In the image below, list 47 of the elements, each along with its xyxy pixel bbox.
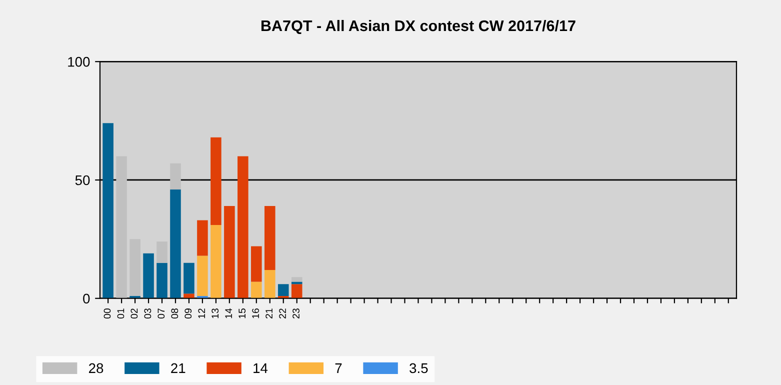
bar xyxy=(116,156,127,298)
bar xyxy=(184,294,194,298)
bar xyxy=(251,282,262,298)
bar xyxy=(264,270,276,298)
bar xyxy=(197,256,208,296)
x-tick-label: 14 xyxy=(225,308,232,318)
x-tick-label: 12 xyxy=(198,308,205,318)
legend-label: 14 xyxy=(254,363,268,373)
legend-label: 28 xyxy=(88,363,104,374)
bar xyxy=(251,246,262,282)
x-tick-label: 16 xyxy=(252,308,260,318)
x-tick-label: 22 xyxy=(279,308,286,318)
bar xyxy=(210,137,222,225)
bar xyxy=(156,242,168,263)
x-tick-label: 09 xyxy=(184,308,192,319)
legend-label: 21 xyxy=(171,363,186,373)
bar xyxy=(170,163,181,190)
bar xyxy=(278,284,289,296)
x-tick-label: 03 xyxy=(144,308,152,319)
bar xyxy=(238,156,248,298)
x-tick-label: 23 xyxy=(292,308,300,318)
legend-label: 7 xyxy=(335,363,342,373)
bar xyxy=(224,206,235,298)
bar xyxy=(170,189,181,298)
x-tick-label: 15 xyxy=(238,308,246,318)
bar xyxy=(130,239,140,296)
x-tick-label: 01 xyxy=(117,308,124,319)
legend-label: 3.5 xyxy=(410,363,428,374)
x-tick-label: 07 xyxy=(158,308,165,319)
bar xyxy=(184,262,194,294)
x-tick-label: 08 xyxy=(171,308,178,319)
bar xyxy=(143,253,154,298)
x-tick-label: 13 xyxy=(212,308,219,318)
chart-title: BA7QT - All Asian DX contest CW 2017/6/17 xyxy=(261,20,576,34)
x-tick-label: 00 xyxy=(104,308,111,319)
bar xyxy=(156,262,168,298)
bar xyxy=(264,206,276,270)
bar xyxy=(102,123,114,298)
bar xyxy=(291,284,302,298)
x-tick-label: 02 xyxy=(130,308,138,319)
bar xyxy=(197,220,208,256)
y-tick-label: 0 xyxy=(83,294,90,304)
y-tick-label: 50 xyxy=(75,175,90,186)
y-tick-label: 100 xyxy=(68,56,90,67)
bar xyxy=(210,224,222,298)
bar xyxy=(291,277,302,282)
x-tick-label: 21 xyxy=(266,308,272,318)
